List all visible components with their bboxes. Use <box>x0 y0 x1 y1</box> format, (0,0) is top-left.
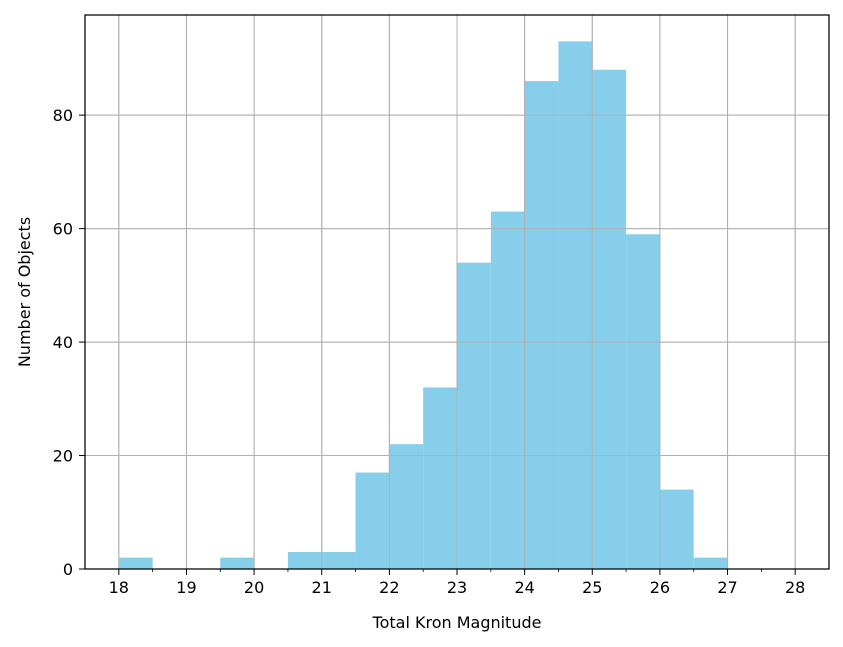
x-tick-label: 26 <box>650 578 670 597</box>
histogram-bar <box>490 211 525 570</box>
x-tick-label: 23 <box>447 578 467 597</box>
histogram-bar <box>220 557 255 569</box>
y-tick-label: 40 <box>53 333 73 352</box>
histogram-bar <box>659 489 694 569</box>
x-tick-label: 28 <box>785 578 805 597</box>
histogram-bar <box>321 551 356 569</box>
x-tick-label: 20 <box>244 578 264 597</box>
histogram-bar <box>592 69 627 570</box>
histogram-bar <box>118 557 153 569</box>
x-axis-title: Total Kron Magnitude <box>372 613 542 632</box>
y-tick-label: 20 <box>53 447 73 466</box>
x-tick-label: 24 <box>514 578 534 597</box>
x-tick-label: 18 <box>109 578 129 597</box>
histogram-bar <box>524 81 559 570</box>
x-tick-label: 21 <box>312 578 332 597</box>
x-tick-label: 22 <box>379 578 399 597</box>
histogram-bar <box>423 387 457 569</box>
histogram-bar <box>693 557 728 569</box>
histogram-bars <box>85 15 829 570</box>
axis-ticks: 18 19 20 21 22 23 24 25 26 27 28 0 20 40 60 80 <box>53 106 806 597</box>
x-tick-label: 27 <box>717 578 737 597</box>
y-axis-title: Number of Objects <box>15 217 34 367</box>
y-tick-label: 80 <box>53 106 73 125</box>
histogram-bar <box>457 262 491 569</box>
histogram-bar <box>626 234 660 570</box>
histogram-bar <box>389 444 424 569</box>
histogram-bar <box>355 472 390 569</box>
y-tick-label: 0 <box>63 560 73 579</box>
y-tick-label: 60 <box>53 220 73 239</box>
histogram-bar <box>287 551 322 569</box>
histogram-bar <box>558 41 593 569</box>
x-tick-label: 25 <box>582 578 602 597</box>
x-tick-label: 19 <box>176 578 196 597</box>
